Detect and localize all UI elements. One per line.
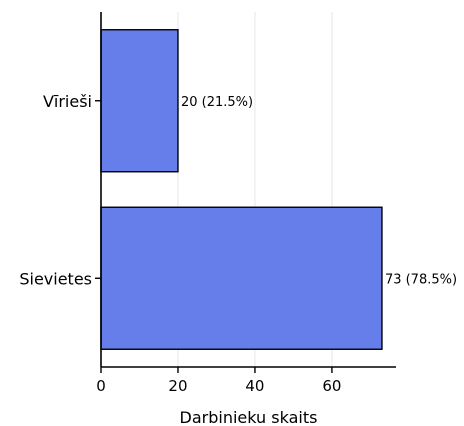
- x-tick-label: 60: [322, 377, 341, 395]
- x-ticks: 0 20 40 60: [96, 367, 341, 395]
- y-tick-label: Vīrieši: [43, 92, 92, 111]
- data-label: 73 (78.5%): [385, 272, 457, 287]
- x-tick-label: 40: [245, 377, 264, 395]
- bar: [100, 29, 179, 173]
- x-axis-title: Darbinieku skaits: [180, 408, 318, 426]
- x-tick-label: 0: [96, 377, 106, 395]
- x-tick-label: 20: [168, 377, 187, 395]
- axes: [100, 12, 396, 368]
- y-ticks: Vīrieši Sievietes: [19, 92, 101, 288]
- data-labels: 20 (21.5%) 73 (78.5%): [181, 95, 457, 288]
- y-tick-label: Sievietes: [19, 269, 92, 288]
- data-label: 20 (21.5%): [181, 95, 253, 110]
- bars: [100, 29, 383, 350]
- bar: [100, 206, 383, 350]
